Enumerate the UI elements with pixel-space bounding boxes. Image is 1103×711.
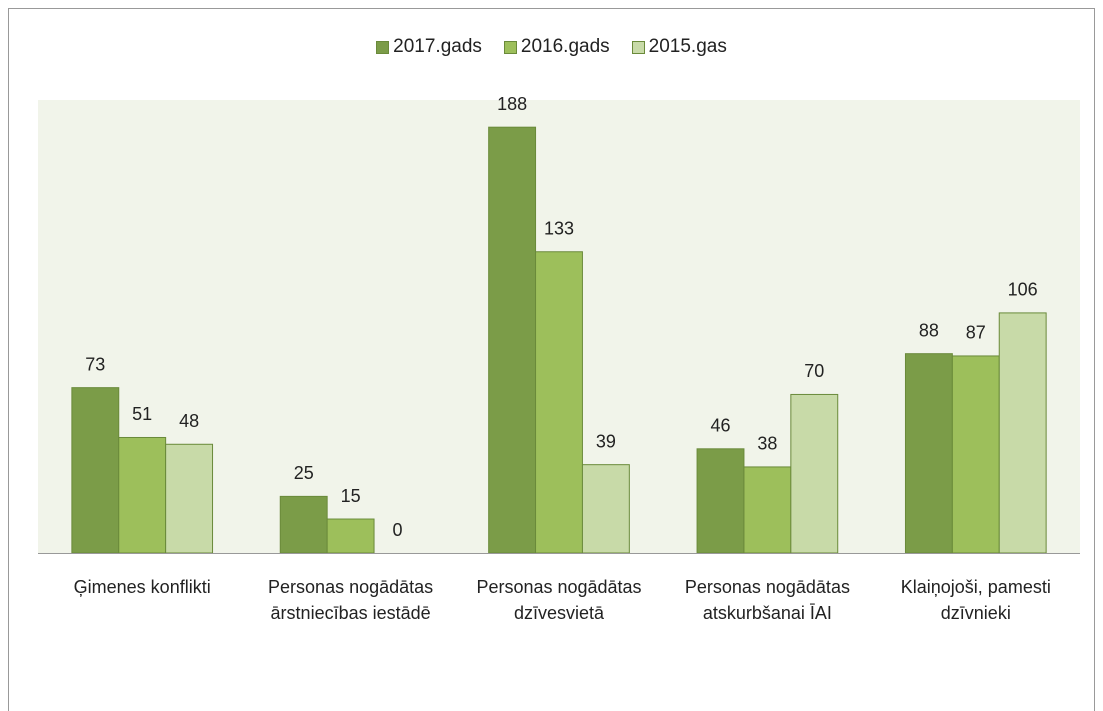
- data-label: 48: [179, 411, 199, 431]
- x-tick-label: Ģimenes konflikti: [73, 577, 211, 597]
- x-tick-label: Klaiņojoši, pamesti dzīvnieki: [900, 577, 1051, 623]
- legend-item: 2015.gas: [631, 36, 727, 58]
- x-tick-label: Personas nogādātas atskurbšanai ĪAI: [684, 577, 850, 623]
- legend-label: 2015.gas: [648, 36, 727, 57]
- legend-label: 2016.gads: [520, 36, 610, 57]
- bar: [743, 466, 792, 554]
- legend: 2017.gads 2016.gads 2015.gas: [0, 36, 1103, 58]
- data-label: 106: [1008, 280, 1038, 300]
- data-label: 38: [757, 434, 777, 454]
- data-label: 73: [85, 354, 105, 374]
- x-tick-label: Personas nogādātas dzīvesvietā: [476, 577, 642, 623]
- data-label: 188: [497, 94, 527, 114]
- data-label: 46: [710, 416, 730, 436]
- bar: [326, 518, 375, 554]
- data-label: 70: [804, 361, 824, 381]
- bar: [951, 355, 1000, 554]
- x-tick-label: Personas nogādātas ārstniecības iestādē: [268, 577, 434, 623]
- legend-swatch: [376, 40, 390, 54]
- data-label: 25: [294, 463, 314, 483]
- legend-swatch: [503, 40, 517, 54]
- bar: [904, 353, 953, 554]
- bar: [118, 436, 167, 554]
- data-label: 51: [132, 404, 152, 424]
- legend-item: 2017.gads: [376, 36, 482, 58]
- bar: [790, 393, 839, 554]
- legend-item: 2016.gads: [503, 36, 610, 58]
- bar: [998, 312, 1047, 554]
- bar: [581, 464, 630, 554]
- bar: [696, 448, 745, 554]
- legend-swatch: [631, 40, 645, 54]
- data-label: 39: [596, 431, 616, 451]
- data-label: 88: [919, 320, 939, 340]
- data-label: 87: [966, 323, 986, 343]
- bar: [279, 495, 328, 554]
- data-label: 0: [392, 520, 402, 540]
- bar: [535, 251, 583, 554]
- bar: [488, 126, 537, 554]
- data-label: 133: [544, 219, 574, 239]
- bar: [71, 387, 120, 554]
- data-label: 15: [341, 486, 361, 506]
- legend-label: 2017.gads: [393, 36, 482, 57]
- bar: [165, 443, 214, 554]
